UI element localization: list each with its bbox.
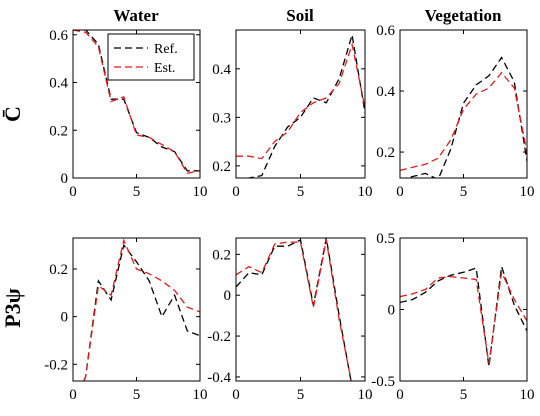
y-tick-label: 0.2 [212, 247, 231, 263]
y-tick-label: 0.4 [376, 84, 395, 100]
panel-2: 0 5 10 0.2 0.4 0.6 [376, 23, 534, 200]
y-tick-label: 0 [61, 310, 69, 326]
series-line-est [400, 270, 527, 364]
series-line-est [73, 30, 200, 174]
y-tick-label: 0.2 [376, 145, 395, 161]
axes-box [399, 29, 528, 179]
panel-title-soil: Soil [286, 6, 314, 25]
x-tick-label: 10 [520, 184, 535, 200]
y-tick-label: 0.4 [212, 62, 231, 78]
x-tick-label: 5 [133, 387, 141, 403]
axes-box [72, 237, 201, 382]
x-tick-label: 0 [396, 184, 404, 200]
x-tick-label: 10 [358, 387, 373, 403]
legend-box [107, 33, 195, 81]
series-line-est [83, 238, 200, 381]
x-tick-label: 5 [133, 184, 141, 200]
x-tick-label: 10 [358, 184, 373, 200]
x-tick-label: 0 [232, 184, 240, 200]
series-line-est [236, 239, 352, 381]
x-tick-label: 0 [232, 387, 240, 403]
y-tick-label: 0.4 [49, 76, 68, 92]
series-line-est [236, 42, 365, 160]
axes-box [235, 237, 366, 382]
series-line-ref [236, 238, 352, 381]
axes-box [399, 237, 528, 382]
y-tick-label: 0.2 [49, 262, 68, 278]
panel-title-water: Water [113, 6, 159, 25]
panel-4: 0 5 10 -0.4 -0.2 0 0.2 [207, 237, 373, 403]
y-tick-label: -0.2 [207, 329, 231, 345]
series-line-ref [403, 56, 527, 178]
legend-label: Ref. [154, 42, 178, 57]
panel-5: 0 5 10-0.500.5 [371, 231, 534, 403]
x-tick-label: 5 [297, 184, 305, 200]
x-tick-label: 0 [69, 387, 77, 403]
x-tick-label: 5 [460, 184, 468, 200]
x-tick-label: 0 [69, 184, 77, 200]
panel-1: 0 5 10 0.2 0.3 0.4 [212, 29, 373, 200]
y-tick-label: 0 [61, 171, 69, 187]
y-tick-label: 0.5 [376, 231, 395, 247]
x-tick-label: 5 [297, 387, 305, 403]
y-tick-label: 0 [388, 303, 396, 319]
y-tick-label: -0.4 [207, 370, 231, 386]
y-tick-label: 0 [224, 288, 232, 304]
ylabel-c-bar: C̄ [0, 106, 25, 122]
y-tick-label: 0.2 [212, 159, 231, 175]
y-tick-label: 0.6 [49, 28, 68, 44]
ylabel-p3-psi: P3ψ [0, 288, 25, 328]
x-tick-label: 0 [396, 387, 404, 403]
y-tick-label: -0.5 [371, 374, 395, 390]
y-tick-label: 0.2 [49, 123, 68, 139]
x-tick-label: 10 [520, 387, 535, 403]
y-tick-label: -0.2 [44, 357, 68, 373]
panel-0: 0 5 10 0 0.2 0.4 0.6 Ref. Est. [49, 28, 207, 200]
ylabel-p3-psi-base: P3ψ [0, 288, 25, 328]
y-tick-label: 0.6 [376, 23, 395, 39]
x-tick-label: 10 [193, 387, 208, 403]
series-line-est [400, 71, 527, 172]
series-line-ref [245, 34, 365, 178]
panel-3: 0 5 10-0.200.2 [44, 237, 208, 403]
axes-box [235, 29, 366, 179]
legend: Ref. Est. [107, 33, 195, 81]
x-tick-label: 10 [193, 184, 208, 200]
x-tick-label: 5 [460, 387, 468, 403]
series-line-ref [400, 266, 527, 367]
y-tick-label: 0.3 [212, 110, 231, 126]
legend-label: Est. [154, 61, 175, 76]
panel-title-vegetation: Vegetation [425, 6, 502, 25]
